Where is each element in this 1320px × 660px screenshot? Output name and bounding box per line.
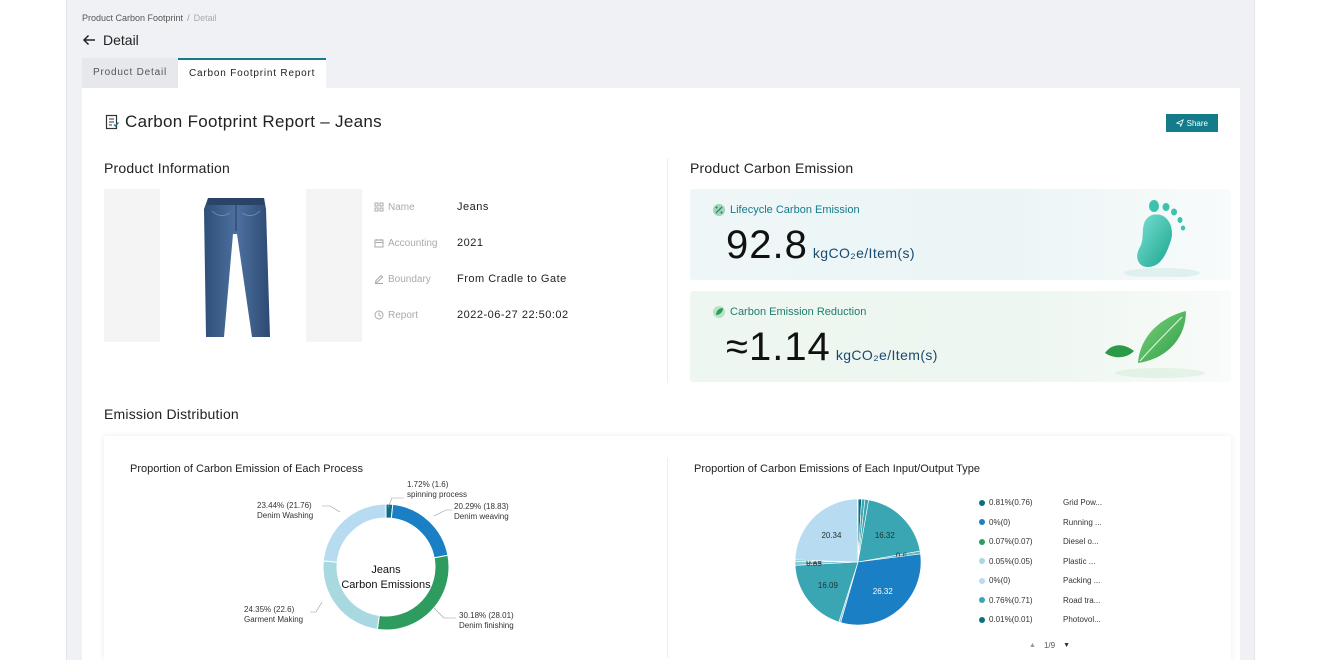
process-chart-title: Proportion of Carbon Emission of Each Pr… (130, 463, 363, 475)
tab-bar: Product Detail Carbon Footprint Report (82, 58, 327, 88)
io-type-chart-title: Proportion of Carbon Emissions of Each I… (694, 463, 980, 475)
reduction-emission-unit: kgCO₂e/Item(s) (835, 347, 938, 363)
share-button[interactable]: Share (1165, 114, 1218, 132)
legend-item[interactable]: 0%(0) Packing ... (979, 571, 1102, 591)
pie-slice-label: 0.85 (806, 559, 822, 568)
info-value-boundary: From Cradle to Gate (457, 273, 567, 285)
io-type-legend: 0.81%(0.76) Grid Pow... 0%(0) Running ... … (979, 493, 1102, 630)
leaf-icon (713, 306, 725, 318)
pie-slice-label: 20.34 (821, 531, 842, 540)
reduction-emission-value: ≈1.14 (726, 325, 831, 369)
info-row-name: Name Jeans (374, 201, 489, 213)
breadcrumb: Product Carbon Footprint / Detail (82, 13, 217, 23)
breadcrumb-separator: / (187, 13, 190, 23)
legend-item[interactable]: 0.81%(0.76) Grid Pow... (979, 493, 1102, 513)
product-image-frame (104, 189, 362, 342)
label-denim-washing: 23.44% (21.76) Denim Washing (257, 501, 314, 520)
legend-item[interactable]: 0.76%(0.71) Road tra... (979, 591, 1102, 611)
info-label-name: Name (388, 201, 415, 213)
pie-slice[interactable] (794, 561, 859, 623)
footprint-icon (1124, 200, 1200, 277)
percent-leaf-icon (713, 204, 725, 216)
grid-icon (374, 202, 384, 212)
info-row-boundary: Boundary From Cradle to Gate (374, 273, 567, 285)
pager-text: 1/9 (1043, 641, 1056, 650)
reduction-emission-card: Carbon Emission Reduction ≈1.14 kgCO₂e/I… (690, 291, 1231, 382)
emission-distribution-heading: Emission Distribution (104, 406, 239, 422)
pager-down-icon[interactable]: ▼ (1063, 642, 1070, 649)
pie-slice[interactable] (840, 553, 922, 626)
pie-slice-label: 0.29 (806, 557, 822, 566)
report-title: Carbon Footprint Report – Jeans (125, 112, 382, 131)
info-value-name: Jeans (457, 201, 489, 213)
legend-item[interactable]: 0.05%(0.05) Plastic ... (979, 552, 1102, 572)
info-row-report: Report 2022-06-27 22:50:02 (374, 309, 569, 321)
section-divider (667, 158, 668, 383)
label-spinning-process: 1.72% (1.6) spinning process (407, 480, 468, 499)
label-denim-finishing: 30.18% (28.01) Denim finishing (459, 611, 514, 630)
breadcrumb-root-link[interactable]: Product Carbon Footprint (82, 13, 184, 23)
back-arrow-icon[interactable] (81, 32, 97, 48)
legend-item[interactable]: 0.07%(0.07) Diesel o... (979, 532, 1102, 552)
product-image (160, 189, 306, 342)
page-title: Detail (103, 32, 139, 48)
leader-lines (310, 497, 456, 619)
info-label-boundary: Boundary (388, 273, 431, 285)
leaves-icon (1105, 311, 1205, 378)
info-label-accounting: Accounting (388, 237, 438, 249)
clock-icon (374, 310, 384, 320)
info-label-report: Report (388, 309, 419, 321)
reduction-emission-label: Carbon Emission Reduction (730, 306, 867, 318)
app-frame: Product Carbon Footprint / Detail Detail P… (66, 0, 1255, 660)
product-information-heading: Product Information (104, 160, 230, 176)
share-button-label: Share (1186, 118, 1208, 128)
pie-slice-label: 26.32 (873, 587, 894, 596)
pie-slice[interactable] (857, 499, 921, 563)
label-denim-weaving: 20.29% (18.83) Denim weaving (454, 502, 509, 521)
process-donut-chart: Jeans Carbon Emissions (322, 503, 450, 631)
legend-pager: ▲ 1/9 ▼ (1029, 641, 1070, 650)
info-value-accounting: 2021 (457, 237, 484, 249)
calendar-icon (374, 239, 384, 248)
lifecycle-emission-unit: kgCO₂e/Item(s) (812, 245, 915, 261)
lifecycle-emission-value: 92.8 (726, 223, 808, 267)
donut-slice-denim-washing[interactable] (322, 503, 387, 563)
io-type-pie-chart: 16.32 0.6 26.32 16.09 0.850.29 20.34 (794, 498, 922, 626)
lifecycle-emission-card: Lifecycle Carbon Emission 92.8 kgCO₂e/It… (690, 189, 1231, 280)
legend-item[interactable]: 0.01%(0.01) Photovol... (979, 610, 1102, 630)
report-document-icon (104, 114, 120, 130)
emission-distribution-card: Proportion of Carbon Emission of Each Pr… (104, 436, 1231, 660)
tab-product-detail[interactable]: Product Detail (82, 58, 179, 88)
tab-carbon-footprint-report[interactable]: Carbon Footprint Report (178, 58, 327, 88)
edit-icon (374, 274, 384, 284)
donut-center-label-2: Carbon Emissions (341, 579, 431, 591)
donut-center-label-1: Jeans (371, 564, 401, 576)
info-value-report: 2022-06-27 22:50:02 (457, 309, 569, 321)
title-bar: Detail (81, 32, 139, 48)
chart-divider (667, 458, 668, 658)
pie-slice-label: 16.09 (818, 581, 839, 590)
lifecycle-emission-label: Lifecycle Carbon Emission (730, 204, 860, 216)
label-garment-making: 24.35% (22.6) Garment Making (244, 605, 304, 624)
product-carbon-emission-heading: Product Carbon Emission (690, 160, 854, 176)
breadcrumb-current: Detail (193, 13, 217, 23)
info-row-accounting: Accounting 2021 (374, 237, 483, 249)
legend-item[interactable]: 0%(0) Running ... (979, 513, 1102, 533)
report-panel: Carbon Footprint Report – Jeans Share Pr… (82, 88, 1240, 660)
report-title-row: Carbon Footprint Report – Jeans (104, 112, 382, 132)
pie-slice[interactable] (794, 498, 859, 563)
pager-up-icon[interactable]: ▲ (1029, 642, 1036, 649)
send-icon (1175, 119, 1184, 127)
pie-slice-label: 0.6 (896, 551, 908, 560)
pie-slice-label: 16.32 (875, 531, 896, 540)
